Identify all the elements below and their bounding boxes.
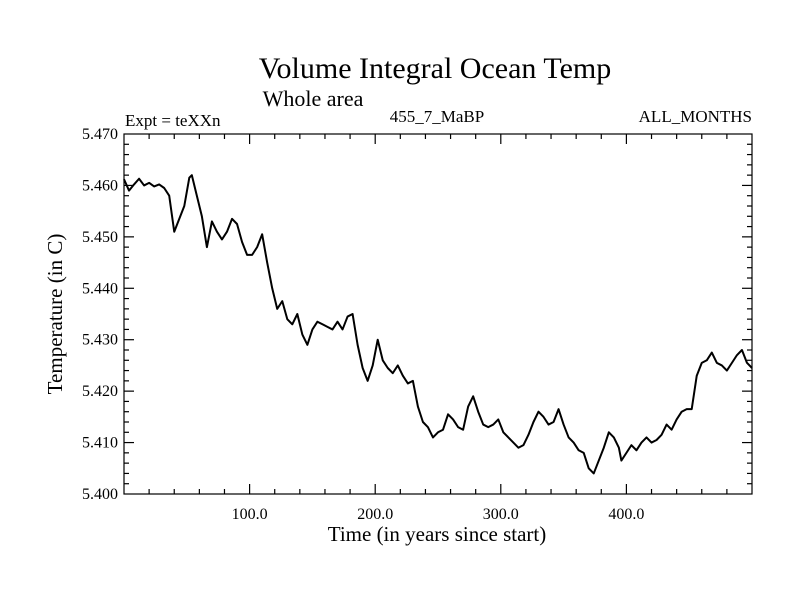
x-axis-label: Time (in years since start) xyxy=(328,522,547,546)
y-axis-label: Temperature (in C) xyxy=(43,234,67,395)
temperature-series-line xyxy=(123,174,753,475)
y-axis: 5.400 5.410 5.420 5.430 5.440 5.450 5.460 5.470 xyxy=(82,126,752,503)
y-tick-label: 5.400 xyxy=(82,486,118,503)
x-tick-label: 200.0 xyxy=(357,506,393,523)
y-tick-label: 5.460 xyxy=(82,177,118,194)
x-tick-label: 100.0 xyxy=(232,506,268,523)
period-annotation: 455_7_MaBP xyxy=(390,107,484,126)
x-axis: 100.0 200.0 300.0 400.0 xyxy=(148,134,728,523)
y-tick-label: 5.420 xyxy=(82,383,118,400)
y-tick-label: 5.450 xyxy=(82,229,118,246)
chart-title: Volume Integral Ocean Temp xyxy=(259,52,612,85)
x-tick-label: 300.0 xyxy=(483,506,519,523)
months-annotation: ALL_MONTHS xyxy=(639,107,752,126)
y-tick-label: 5.440 xyxy=(82,280,118,297)
y-tick-label: 5.430 xyxy=(82,332,118,349)
y-tick-label: 5.410 xyxy=(82,435,118,452)
experiment-annotation: Expt = teXXn xyxy=(125,111,221,130)
chart-subtitle: Whole area xyxy=(263,86,364,111)
plot-frame xyxy=(123,133,753,495)
x-tick-label: 400.0 xyxy=(608,506,644,523)
y-tick-label: 5.470 xyxy=(82,126,118,143)
